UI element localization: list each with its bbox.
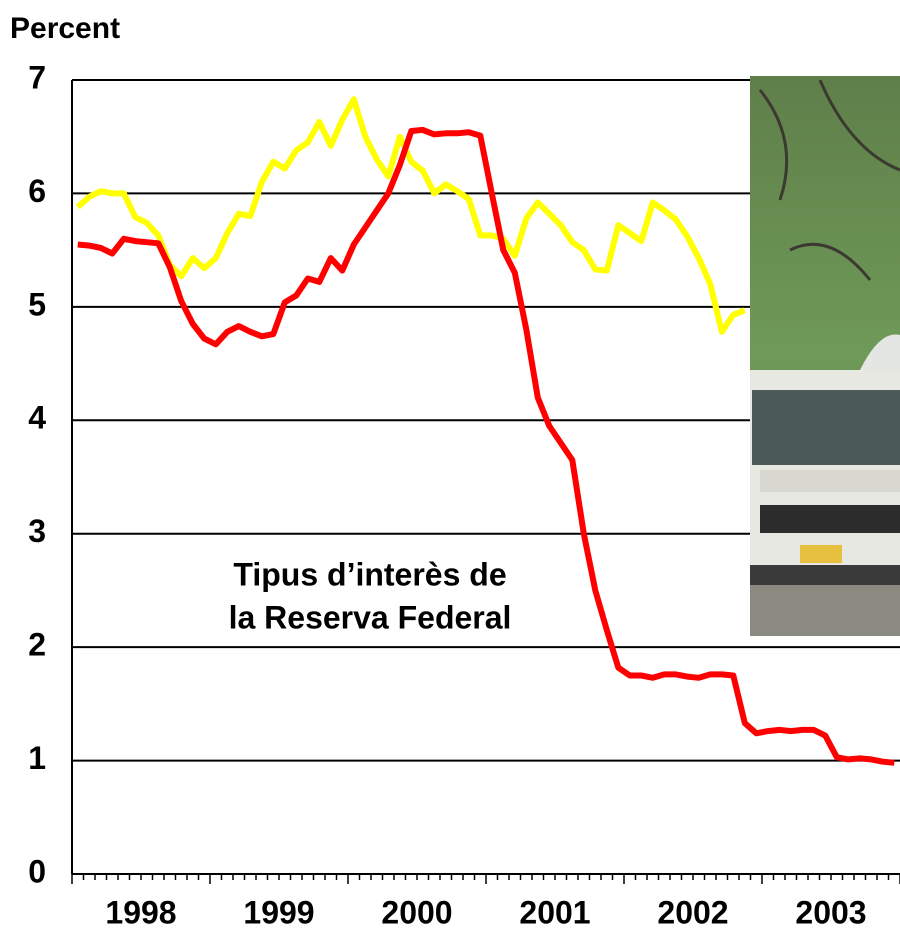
plot-area: 0 1 2 3 4 5 6 7 1998 1999 2000 2001 2002 2003 [28, 59, 900, 930]
y-tick-label: 5 [28, 286, 46, 322]
y-tick-label: 7 [28, 59, 46, 95]
y-tick-label: 0 [28, 853, 46, 889]
y-tick-label: 4 [28, 400, 46, 436]
line-series [77, 126, 895, 766]
x-tick-label: 2003 [795, 894, 866, 930]
x-tick-label: 2001 [519, 894, 590, 930]
x-tick-label: 1998 [105, 894, 176, 930]
x-tick-label: 1999 [243, 894, 314, 930]
line-series [75, 96, 746, 335]
y-axis-label: Percent [10, 12, 120, 45]
annotation: Tipus d’interès de [233, 556, 506, 592]
y-tick-label: 6 [28, 173, 46, 209]
annotation: la Reserva Federal [229, 599, 512, 635]
y-tick-label: 2 [28, 627, 46, 663]
x-tick-label: 2000 [381, 894, 452, 930]
y-tick-label: 3 [28, 513, 46, 549]
y-tick-label: 1 [28, 740, 46, 776]
x-tick-label: 2002 [657, 894, 728, 930]
photo [750, 76, 900, 636]
